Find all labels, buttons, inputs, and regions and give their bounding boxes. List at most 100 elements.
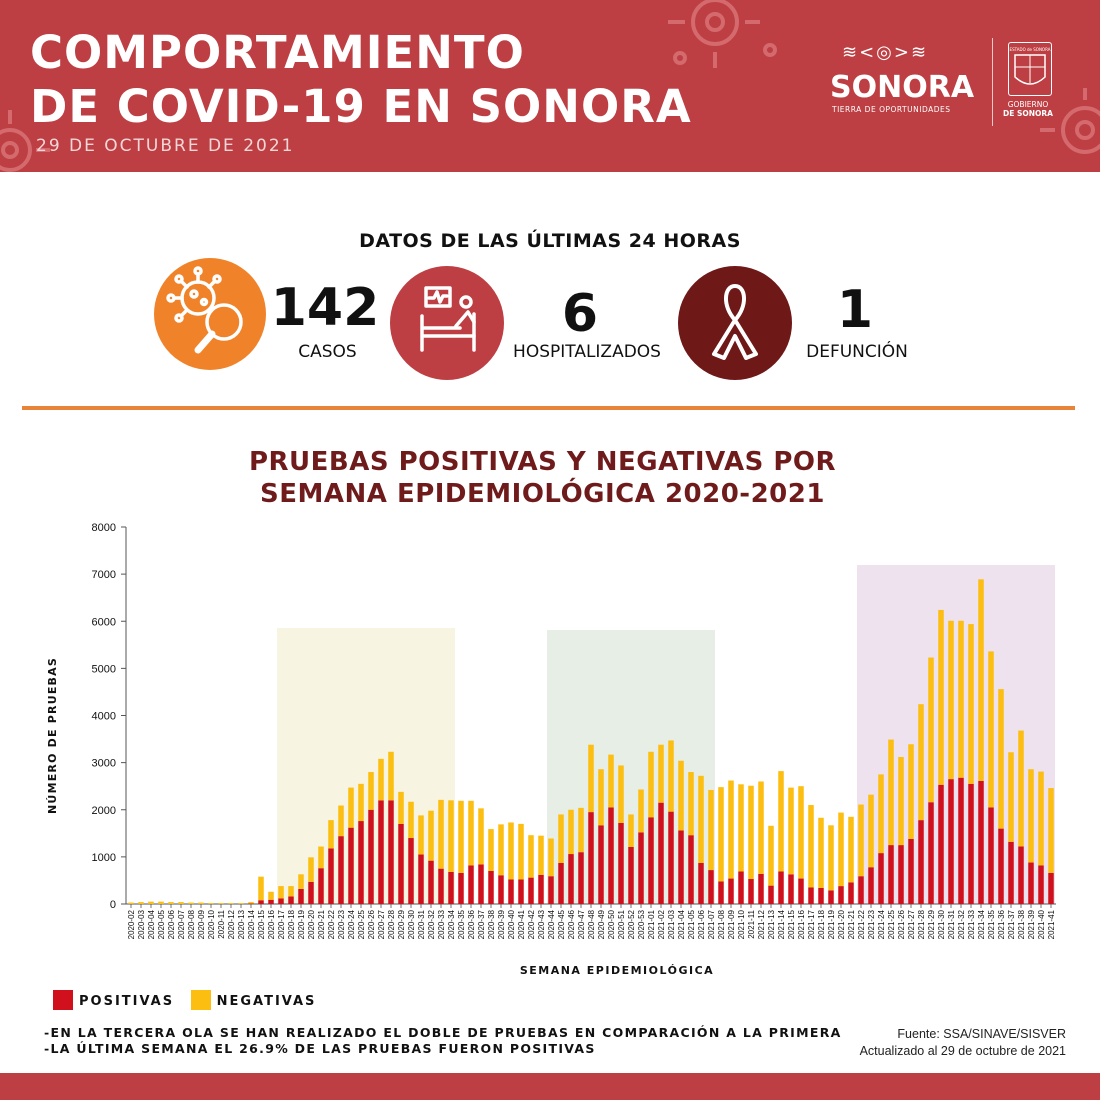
bar-positivas — [308, 881, 314, 904]
bar-positivas — [498, 875, 504, 904]
bar-negativas — [238, 903, 244, 904]
bar-positivas — [818, 887, 824, 904]
bar-positivas — [748, 879, 754, 904]
x-tick-label: 2021-04 — [677, 909, 686, 939]
bar-negativas — [248, 902, 254, 904]
bar-negativas — [488, 829, 494, 872]
x-tick-label: 2021-08 — [717, 909, 726, 939]
bar-positivas — [958, 777, 964, 904]
bar-negativas — [908, 744, 914, 839]
bar-negativas — [608, 754, 614, 808]
x-tick-label: 2020-11 — [217, 909, 226, 938]
bar-positivas — [318, 868, 324, 904]
bar-negativas — [1008, 752, 1014, 842]
x-tick-label: 2020-32 — [427, 909, 436, 939]
x-tick-label: 2021-35 — [987, 909, 996, 939]
bar-positivas — [978, 781, 984, 904]
logo-divider — [992, 38, 993, 126]
x-tick-label: 2021-29 — [927, 909, 936, 939]
bar-negativas — [458, 800, 464, 873]
bar-negativas — [478, 808, 484, 865]
gobierno-label: GOBIERNO DE SONORA — [1003, 100, 1053, 118]
bar-negativas — [758, 781, 764, 874]
x-tick-label: 2021-36 — [997, 909, 1006, 939]
x-tick-label: 2021-01 — [647, 909, 656, 939]
bar-positivas — [618, 822, 624, 904]
bar-negativas — [298, 874, 304, 889]
bar-positivas — [368, 809, 374, 904]
x-tick-label: 2020-02 — [127, 909, 136, 939]
x-tick-label: 2020-25 — [357, 909, 366, 939]
x-tick-label: 2021-22 — [857, 909, 866, 939]
x-tick-label: 2020-06 — [167, 909, 176, 939]
x-tick-label: 2021-24 — [877, 909, 886, 939]
x-tick-label: 2021-33 — [967, 909, 976, 939]
y-tick-label: 2000 — [92, 805, 116, 817]
x-tick-label: 2020-33 — [437, 909, 446, 939]
x-tick-label: 2021-11 — [747, 909, 756, 938]
bar-negativas — [698, 775, 704, 864]
y-tick-label: 1000 — [92, 852, 116, 864]
legend-positivas: POSITIVAS — [53, 990, 174, 1010]
bar-positivas — [1008, 841, 1014, 904]
bar-negativas — [208, 903, 214, 904]
seal-text: ESTADO de SONORA — [1010, 47, 1051, 52]
bar-negativas — [718, 787, 724, 882]
bar-positivas — [988, 807, 994, 904]
x-tick-label: 2021-23 — [867, 909, 876, 939]
x-tick-label: 2020-44 — [547, 909, 556, 939]
bar-negativas — [878, 774, 884, 854]
y-tick-label: 3000 — [92, 758, 116, 770]
bar-negativas — [318, 846, 324, 869]
bar-negativas — [388, 751, 394, 801]
bar-positivas — [888, 845, 894, 904]
bar-negativas — [978, 579, 984, 782]
x-tick-label: 2020-38 — [487, 909, 496, 939]
bar-positivas — [268, 899, 274, 904]
x-tick-label: 2021-26 — [897, 909, 906, 939]
bar-positivas — [438, 868, 444, 904]
x-tick-label: 2021-14 — [777, 909, 786, 939]
chart-legend: POSITIVAS NEGATIVAS — [53, 990, 316, 1010]
bar-positivas — [668, 811, 674, 904]
bar-negativas — [968, 624, 974, 784]
x-tick-label: 2021-12 — [757, 909, 766, 939]
bar-negativas — [308, 857, 314, 882]
bar-negativas — [658, 744, 664, 803]
legend-swatch-positivas — [53, 990, 73, 1010]
hospital-bed-icon — [420, 286, 476, 352]
bar-negativas — [828, 825, 834, 891]
bar-positivas — [738, 871, 744, 904]
x-tick-label: 2020-15 — [257, 909, 266, 939]
x-tick-label: 2020-28 — [387, 909, 396, 939]
bar-negativas — [1028, 769, 1034, 863]
bar-negativas — [328, 820, 334, 849]
bar-positivas — [548, 876, 554, 904]
y-axis-title: NÚMERO DE PRUEBAS — [46, 657, 59, 814]
hospitalized-value: 6 — [561, 284, 599, 344]
bar-positivas — [908, 838, 914, 904]
x-tick-label: 2021-19 — [827, 909, 836, 939]
deaths-icon-circle — [678, 266, 792, 380]
x-tick-label: 2020-45 — [557, 909, 566, 939]
bar-positivas — [458, 872, 464, 904]
sonora-logo: ≋<◎>≋ SONORA TIERRA DE OPORTUNIDADES EST… — [830, 38, 1060, 128]
bar-negativas — [158, 901, 164, 904]
bar-positivas — [608, 807, 614, 904]
bar-positivas — [538, 874, 544, 904]
bar-negativas — [378, 758, 384, 801]
x-tick-label: 2020-18 — [287, 909, 296, 939]
bar-positivas — [578, 852, 584, 904]
x-tick-label: 2020-16 — [267, 909, 276, 939]
bar-negativas — [808, 805, 814, 888]
y-tick-label: 0 — [110, 899, 116, 911]
bar-negativas — [958, 620, 964, 778]
bar-negativas — [228, 903, 234, 904]
x-tick-label: 2020-09 — [197, 909, 206, 939]
x-tick-label: 2020-27 — [377, 909, 386, 939]
bar-positivas — [278, 898, 284, 904]
bar-negativas — [708, 789, 714, 871]
virus-decoration-icon — [0, 0, 1100, 172]
note-1: -EN LA TERCERA OLA SE HAN REALIZADO EL D… — [44, 1025, 842, 1040]
logo-name: SONORA — [830, 70, 975, 105]
